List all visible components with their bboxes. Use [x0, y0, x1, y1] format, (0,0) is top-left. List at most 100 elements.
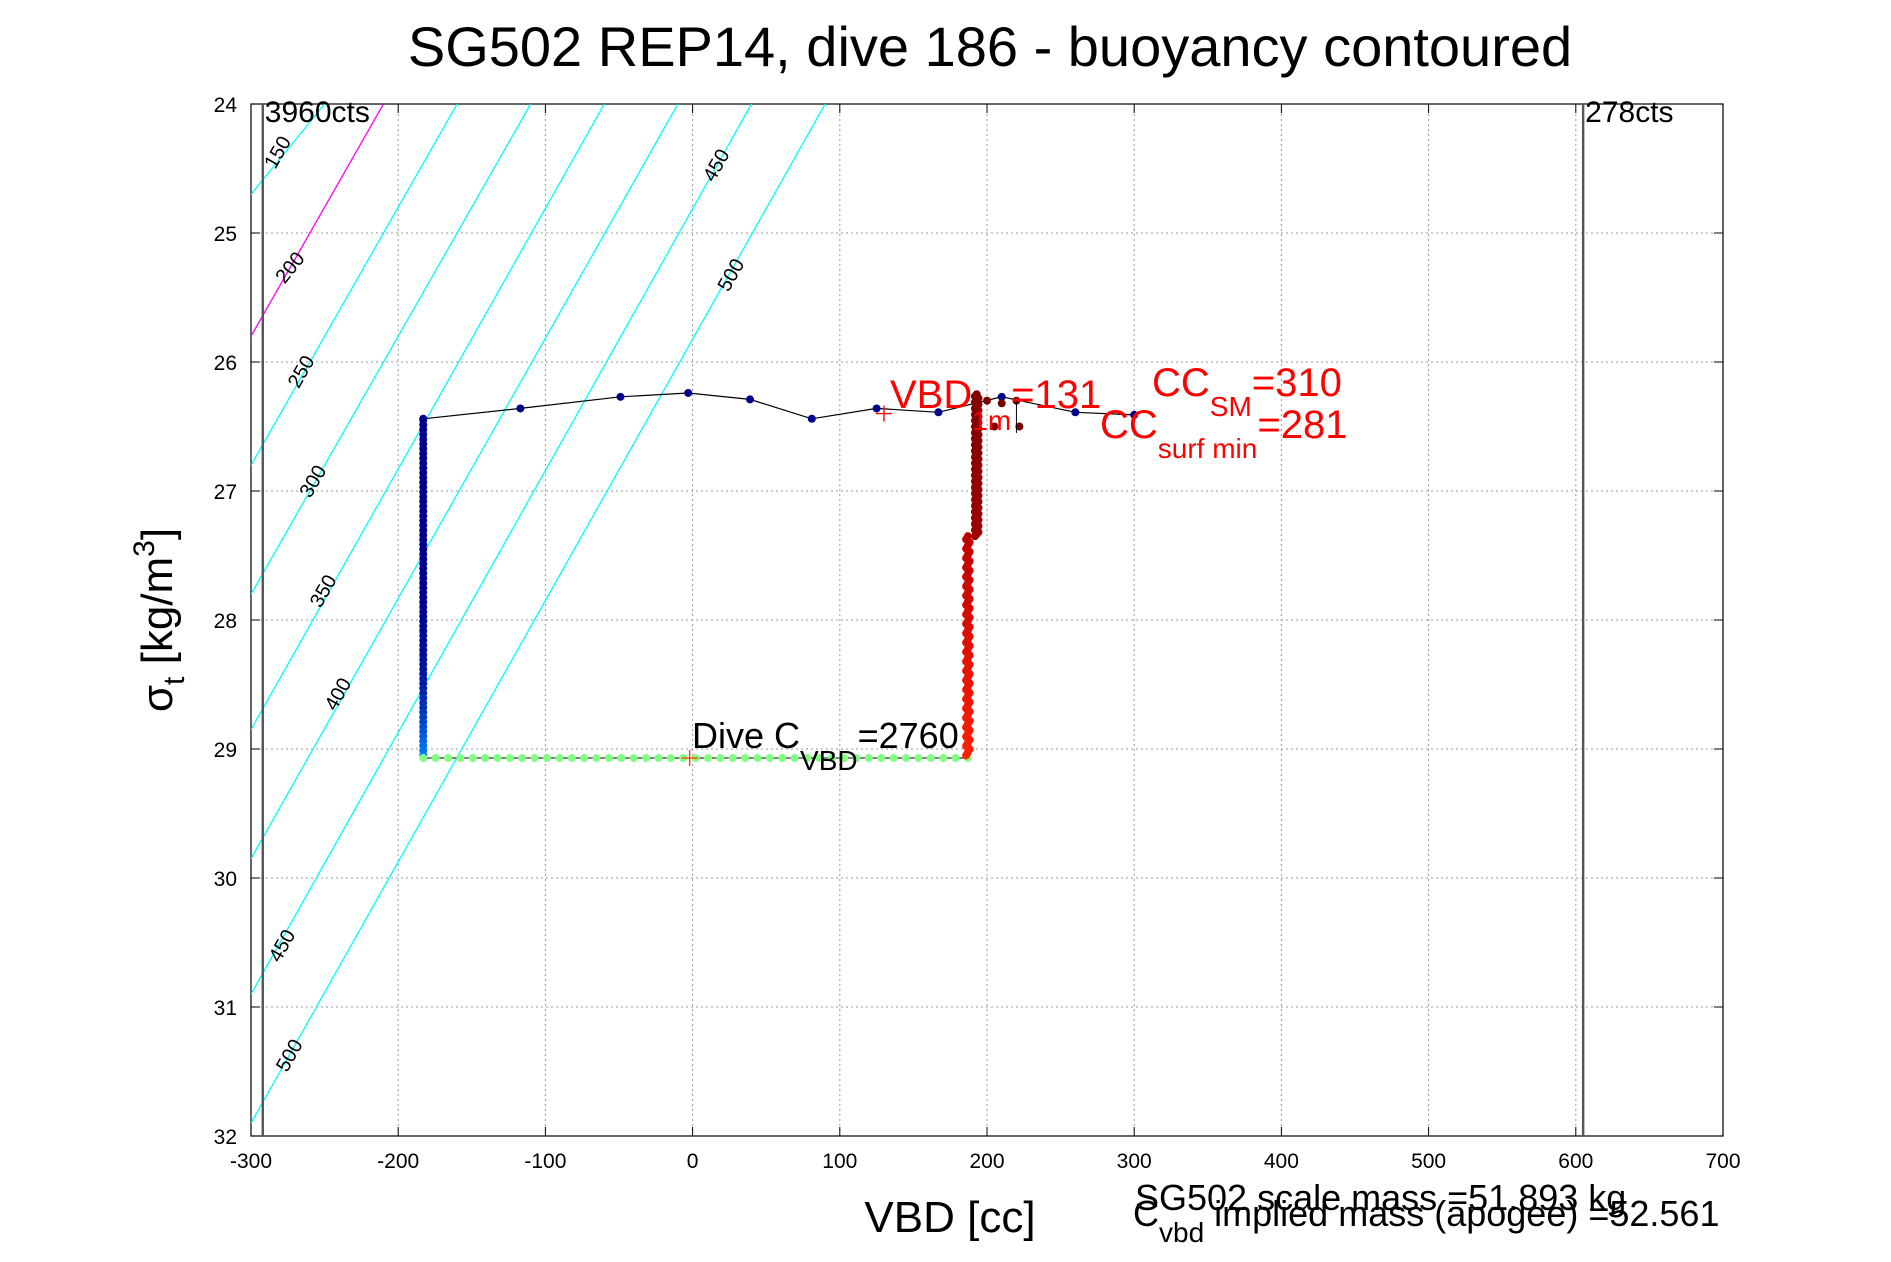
surface-track-point	[997, 392, 1006, 401]
apogee-point	[592, 754, 601, 763]
y-tick-label: 26	[214, 352, 237, 375]
vbd-1m-annotation: VBD1m=131	[890, 373, 1101, 436]
y-tick-label: 27	[214, 481, 237, 504]
surface-track-point	[746, 395, 755, 404]
apogee-point	[468, 754, 477, 763]
apogee-point	[419, 754, 428, 763]
apogee-point	[926, 754, 935, 763]
apogee-point	[654, 754, 663, 763]
climb-surface-point	[983, 396, 991, 405]
climb-surface-point	[1015, 422, 1024, 431]
svg-text:σt [kg/m3]: σt [kg/m3]	[128, 528, 191, 712]
x-tick-label: -100	[524, 1150, 566, 1173]
contour-line-300	[251, 104, 532, 595]
apogee-point	[914, 754, 923, 763]
contour-lines	[251, 104, 826, 1124]
y-axis-label-close: ]	[133, 528, 182, 540]
apogee-point	[642, 754, 651, 763]
x-tick-label: 200	[969, 1150, 1004, 1173]
apogee-point	[493, 754, 502, 763]
cc-surf-min-main: CC	[1100, 403, 1158, 447]
apogee-point	[852, 754, 861, 763]
x-tick-label: 0	[687, 1150, 699, 1173]
x-tick-label: 500	[1411, 1150, 1446, 1173]
apogee-point	[790, 754, 799, 763]
dive-cvbd-annotation: Dive CVBD=2760	[692, 715, 959, 776]
contour-line-250	[251, 104, 458, 466]
apogee-point	[431, 754, 440, 763]
surface-track-point	[872, 404, 881, 413]
y-axis-label-units: [kg/m	[133, 557, 182, 677]
y-tick-label: 30	[214, 868, 237, 891]
apogee-point	[456, 754, 465, 763]
apogee-point	[939, 754, 948, 763]
apogee-point	[827, 754, 836, 763]
climb-upper-point	[972, 390, 981, 399]
x-tick-label: 700	[1705, 1150, 1740, 1173]
marker-layer	[681, 405, 892, 767]
apogee-point	[617, 754, 626, 763]
apogee-point	[889, 754, 898, 763]
apogee-point	[728, 754, 737, 763]
surface-track-point	[516, 404, 525, 413]
apogee-point	[703, 754, 712, 763]
cc-sm-value: =310	[1252, 361, 1342, 405]
implied-mass-sub: vbd	[1159, 1217, 1204, 1248]
apogee-point	[580, 754, 589, 763]
cc-sm-annotation: CCSM=310	[1152, 361, 1342, 422]
apogee-point	[666, 754, 675, 763]
vbd-1m-value: =131	[1011, 373, 1101, 417]
y-tick-label: 31	[214, 997, 237, 1020]
y-axis-label-sub: t	[158, 676, 191, 685]
apogee-point	[951, 754, 960, 763]
apogee-point	[629, 754, 638, 763]
apogee-point	[555, 754, 564, 763]
implied-mass-annotation: Cvbd implied mass (apogee) =52.561	[1133, 1193, 1719, 1248]
apogee-point	[716, 754, 725, 763]
y-tick-labels: 24 25 26 27 28 29 30 31 32	[214, 94, 238, 1149]
scale-mass-annotation: SG502 scale mass =51.893 kg	[1135, 1177, 1626, 1218]
series-layer	[419, 388, 1139, 763]
climb-surface-point	[997, 399, 1006, 408]
surface-track-point	[934, 408, 943, 417]
contour-line-500	[251, 104, 826, 1124]
apogee-point	[802, 754, 811, 763]
cc-surf-min-annotation: CCsurf min=281	[1100, 403, 1347, 464]
apogee-point	[567, 754, 576, 763]
apogee-point	[778, 754, 787, 763]
x-tick-label: 300	[1117, 1150, 1152, 1173]
y-tick-label: 32	[214, 1126, 237, 1149]
dive-cvbd-main: Dive C	[692, 715, 800, 756]
surface-track-point	[1130, 410, 1139, 419]
contour-line-350	[251, 104, 605, 730]
contour-line-400	[251, 104, 679, 859]
x-tick-label: 100	[822, 1150, 857, 1173]
y-tick-label: 29	[214, 739, 237, 762]
cc-sm-sub: SM	[1210, 391, 1252, 422]
y-axis-label: σt [kg/m3]	[128, 528, 191, 712]
apogee-point	[877, 754, 886, 763]
contour-line-150	[251, 104, 385, 337]
dive-cvbd-value: =2760	[858, 715, 959, 756]
x-tick-label: -200	[377, 1150, 419, 1173]
chart-title: SG502 REP14, dive 186 - buoyancy contour…	[408, 15, 1572, 78]
y-tick-label: 25	[214, 223, 237, 246]
apogee-point	[518, 754, 527, 763]
apogee-point	[443, 754, 452, 763]
apogee-point	[505, 754, 514, 763]
contour-line-450	[251, 104, 753, 995]
surface-track-point	[807, 414, 816, 423]
series-group	[419, 388, 1139, 763]
cc-surf-min-sub: surf min	[1158, 433, 1258, 464]
implied-mass-main: C	[1133, 1193, 1159, 1234]
apogee-point	[765, 754, 774, 763]
x-tick-labels: -300 -200 -100 0 100 200 300 400 500 600 700	[230, 1150, 1741, 1173]
x-tick-label: 600	[1558, 1150, 1593, 1173]
x-axis-label: VBD [cc]	[864, 1193, 1035, 1242]
grid-layer	[250, 103, 1724, 1137]
cc-surf-min-value: =281	[1257, 403, 1347, 447]
y-tick-label: 24	[214, 94, 238, 117]
apogee-point	[901, 754, 910, 763]
